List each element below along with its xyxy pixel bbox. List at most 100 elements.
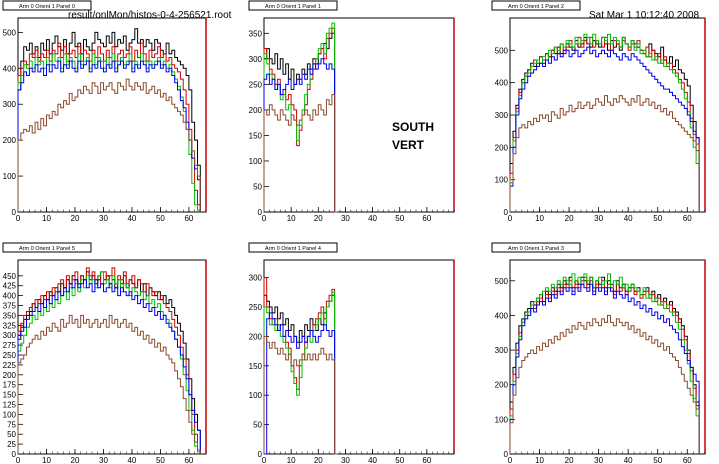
- x-tick-label: 0: [16, 456, 21, 464]
- x-tick-label: 40: [624, 214, 633, 223]
- x-tick-label: 0: [262, 456, 267, 464]
- y-tick-label: 500: [495, 46, 509, 55]
- histogram-panel-3: Arm 0 Orient 1 Panel 5025507510012515017…: [2, 242, 207, 464]
- series-green: [263, 291, 338, 455]
- x-tick-label: 50: [395, 456, 404, 464]
- y-tick-label: 100: [495, 176, 509, 185]
- series-green: [17, 53, 201, 212]
- root-file-path: result/onlMon/histos-0-4-256521.root: [68, 10, 232, 21]
- x-tick-label: 20: [565, 456, 574, 464]
- series-black: [17, 28, 201, 212]
- panel-title: Arm 0 Orient 1 Panel 4: [265, 246, 321, 252]
- x-tick-label: 10: [535, 456, 544, 464]
- series-blue: [263, 58, 338, 213]
- histogram-panel-4: Arm 0 Orient 1 Panel 4050100150200250300…: [248, 242, 455, 464]
- series-blue: [509, 283, 700, 454]
- timestamp: Sat Mar 1 10:12:40 2008: [589, 10, 700, 21]
- histogram-panel-1: Arm 0 Orient 1 Panel 1050100150200250300…: [248, 0, 455, 223]
- series-black: [263, 32, 338, 213]
- y-tick-label: 275: [3, 341, 17, 350]
- y-tick-label: 500: [3, 28, 17, 37]
- x-tick-label: 20: [71, 214, 80, 223]
- y-tick-label: 250: [249, 303, 263, 312]
- series-black: [509, 276, 700, 454]
- series-red: [509, 36, 700, 212]
- y-tick-label: 100: [495, 415, 509, 424]
- x-tick-label: 0: [508, 456, 513, 464]
- series-red: [17, 267, 201, 454]
- y-tick-label: 200: [495, 381, 509, 390]
- y-tick-label: 150: [249, 131, 263, 140]
- plot-frame: [263, 259, 455, 455]
- panel-title: Arm 0 Orient 1 Panel 3: [508, 246, 564, 252]
- x-tick-label: 40: [127, 214, 136, 223]
- x-tick-label: 60: [422, 456, 431, 464]
- panel-title-box: [248, 0, 338, 11]
- series-green: [509, 273, 700, 454]
- x-tick-label: 30: [341, 214, 350, 223]
- panel-title: Arm 0 Orient 1 Panel 0: [19, 4, 75, 10]
- y-tick-label: 50: [7, 430, 16, 439]
- y-tick-label: 175: [3, 381, 17, 390]
- vert-label: VERT: [392, 138, 425, 152]
- y-tick-label: 200: [249, 332, 263, 341]
- series-red: [509, 276, 700, 454]
- x-tick-label: 50: [156, 214, 165, 223]
- panel-title: Arm 0 Orient 1 Panel 1: [265, 4, 321, 10]
- x-tick-label: 40: [624, 456, 633, 464]
- y-tick-label: 150: [249, 362, 263, 371]
- y-tick-label: 250: [249, 80, 263, 89]
- x-tick-label: 30: [341, 456, 350, 464]
- y-tick-label: 250: [3, 351, 17, 360]
- x-tick-label: 10: [42, 456, 51, 464]
- x-tick-label: 30: [99, 456, 108, 464]
- y-tick-label: 125: [3, 401, 17, 410]
- y-tick-label: 0: [12, 208, 17, 217]
- series-brown: [509, 314, 700, 454]
- x-tick-label: 10: [287, 456, 296, 464]
- y-tick-label: 300: [3, 331, 17, 340]
- panel-title-box: [491, 0, 581, 11]
- x-tick-label: 30: [99, 214, 108, 223]
- y-tick-label: 350: [249, 29, 263, 38]
- y-tick-label: 450: [3, 272, 17, 281]
- x-tick-label: 20: [314, 214, 323, 223]
- y-tick-label: 25: [7, 440, 16, 449]
- y-tick-label: 300: [495, 111, 509, 120]
- series-brown: [263, 335, 338, 455]
- histogram-panel-5: Arm 0 Orient 1 Panel 3 0 100 200 300 400 500 0 1…: [491, 242, 706, 464]
- series-brown: [509, 95, 700, 212]
- histogram-panel-0: Arm 0 Orient 1 Panel 0 0 100 200 300 400 500 0 1…: [2, 0, 207, 223]
- series-brown: [17, 78, 201, 212]
- y-tick-label: 200: [249, 106, 263, 115]
- x-tick-label: 50: [156, 456, 165, 464]
- x-tick-label: 40: [368, 456, 377, 464]
- x-tick-label: 60: [422, 214, 431, 223]
- y-tick-label: 0: [258, 450, 263, 459]
- series-brown: [263, 94, 338, 213]
- x-tick-label: 50: [653, 456, 662, 464]
- x-tick-label: 60: [184, 456, 193, 464]
- y-tick-label: 100: [249, 157, 263, 166]
- y-tick-label: 300: [249, 55, 263, 64]
- y-tick-label: 300: [495, 346, 509, 355]
- y-tick-label: 75: [7, 420, 16, 429]
- y-tick-label: 225: [3, 361, 17, 370]
- x-tick-label: 60: [683, 214, 692, 223]
- y-tick-label: 400: [3, 64, 17, 73]
- y-tick-label: 375: [3, 302, 17, 311]
- x-tick-label: 60: [184, 214, 193, 223]
- x-tick-label: 60: [683, 456, 692, 464]
- y-tick-label: 325: [3, 321, 17, 330]
- series-blue: [17, 60, 201, 212]
- series-green: [263, 22, 338, 213]
- y-tick-label: 100: [3, 172, 17, 181]
- y-tick-label: 350: [3, 311, 17, 320]
- panel-title-box: [248, 242, 338, 253]
- histogram-panel-2: Arm 0 Orient 1 Panel 2 0 100 200 300 400 500 0 1…: [491, 0, 706, 223]
- series-green: [509, 33, 700, 212]
- x-tick-label: 50: [653, 214, 662, 223]
- y-tick-label: 200: [495, 143, 509, 152]
- x-tick-label: 30: [594, 214, 603, 223]
